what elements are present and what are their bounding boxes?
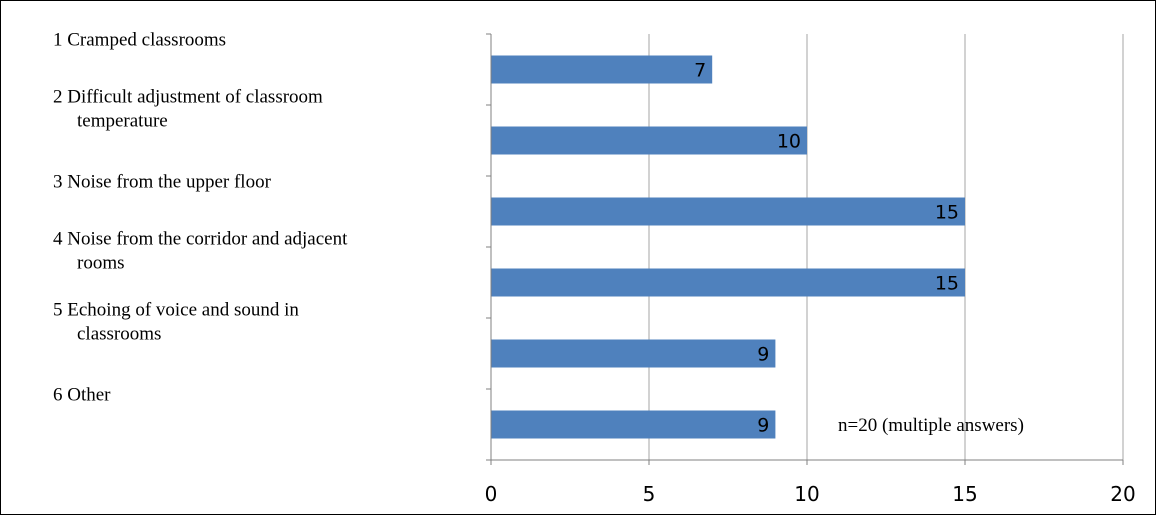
labels: 7 1 Cramped classrooms 10 2 Difficult adjus… — [53, 30, 1136, 507]
bars — [491, 55, 965, 439]
x-tick-label: 20 — [1110, 482, 1135, 506]
bar-value-label: 9 — [757, 344, 769, 366]
category-label: 2 Difficult adjustment of classroom tempe… — [53, 87, 323, 132]
bar-value-label: 9 — [757, 415, 769, 437]
category-label: 5 Echoing of voice and sound in classroom… — [53, 300, 299, 345]
x-tick-label: 15 — [952, 482, 977, 506]
x-tick-label: 0 — [485, 482, 498, 506]
bar-value-label: 7 — [694, 60, 706, 82]
category-label: 3 Noise from the upper floor — [53, 172, 272, 193]
grid-lines — [648, 34, 1124, 460]
bar — [491, 126, 807, 155]
bar-value-label: 15 — [935, 273, 959, 295]
bar — [491, 55, 713, 84]
x-tick-label: 5 — [643, 482, 656, 506]
bar-value-label: 15 — [935, 202, 959, 224]
bar — [491, 339, 776, 368]
bar — [491, 410, 776, 439]
category-label: 1 Cramped classrooms — [53, 30, 226, 51]
bar — [491, 197, 965, 226]
x-tick-label: 10 — [794, 482, 819, 506]
category-label: 6 Other — [53, 385, 111, 406]
axes — [486, 33, 1124, 465]
chart-annotation: n=20 (multiple answers) — [838, 415, 1024, 436]
bar-value-label: 10 — [777, 131, 801, 153]
category-label: 4 Noise from the corridor and adjacent ro… — [53, 229, 348, 274]
bar — [491, 268, 965, 297]
